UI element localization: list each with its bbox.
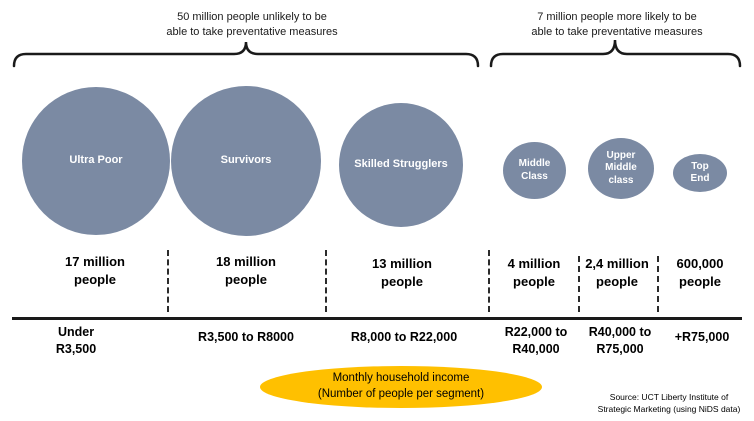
people-count-top-end: 600,000 people [676, 256, 724, 290]
right-group-note: 7 million people more likely to be able … [531, 11, 703, 38]
people-count-ultra-poor: 17 million people [65, 254, 125, 288]
right-brace [489, 39, 742, 68]
people-count-skilled-strugglers: 13 million people [372, 256, 432, 290]
dashed-separator [488, 250, 490, 312]
people-count-survivors: 18 million people [216, 254, 276, 288]
income-range-skilled-strugglers: R8,000 to R22,000 [350, 330, 458, 344]
bubble-skilled-strugglers: Skilled Strugglers [339, 103, 463, 227]
bubble-top-end: Top End [673, 154, 727, 192]
bubble-upper-middle-class: Upper Middle class [588, 138, 654, 199]
bubble-survivors: Survivors [171, 86, 321, 236]
income-range-middle-class: R22,000 to R40,000 [504, 325, 568, 356]
axis-caption-ellipse: Monthly household income (Number of peop… [260, 366, 542, 408]
income-range-top-end: +R75,000 [674, 330, 730, 344]
income-axis-line [12, 317, 742, 320]
dashed-separator [167, 250, 169, 312]
dashed-separator [657, 256, 659, 312]
income-range-upper-middle-class: R40,000 to R75,000 [588, 325, 652, 356]
left-brace [12, 41, 480, 68]
income-range-ultra-poor: Under R3,500 [55, 325, 97, 356]
people-count-middle-class: 4 million people [507, 256, 561, 290]
bubble-ultra-poor: Ultra Poor [22, 87, 170, 235]
bubble-middle-class: Middle Class [503, 142, 566, 199]
dashed-separator [578, 256, 580, 312]
people-count-upper-middle-class: 2,4 million people [585, 256, 649, 290]
dashed-separator [325, 250, 327, 312]
source-credit: Source: UCT Liberty Institute of Strateg… [597, 392, 741, 414]
left-group-note: 50 million people unlikely to be able to… [166, 11, 338, 38]
income-range-survivors: R3,500 to R8000 [198, 330, 294, 344]
